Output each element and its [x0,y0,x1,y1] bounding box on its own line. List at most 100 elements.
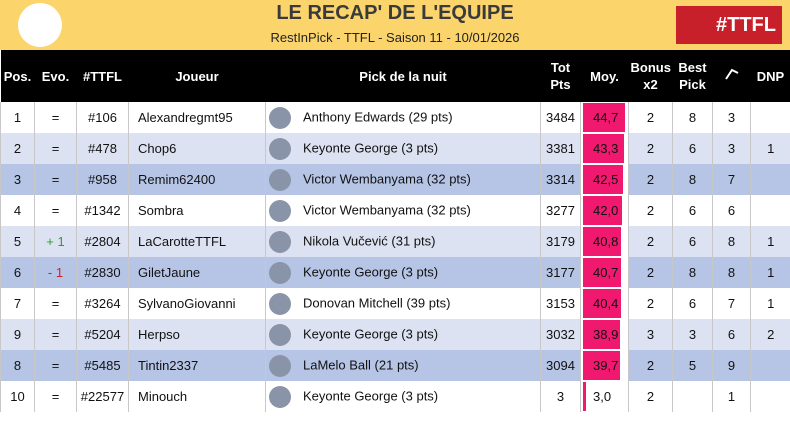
header-icon [712,50,751,102]
average-value: 38,9 [593,327,619,342]
pick-cell: Victor Wembanyama (32 pts) [265,195,541,226]
team-logo [269,199,291,222]
cell: #2804 [76,226,129,257]
average-bar [583,196,623,225]
standings-table: Pos. Evo. #TTFL Joueur Pick de la nuit Tot Pt… [0,50,790,412]
empty-cell [750,381,790,412]
cell: 7 [712,164,751,195]
cell: 1 [750,288,790,319]
table-row: 8 = #5485 Tintin2337 LaMelo Ball (21 pts) 309… [0,350,790,381]
average-cell: 40,4 [580,288,629,319]
average-value: 42,5 [593,172,619,187]
club-logo [18,3,62,47]
average-value: 40,8 [593,234,619,249]
average-bar [583,289,621,318]
cell: GiletJaune [128,257,266,288]
average-bar [583,103,625,132]
cell: 3032 [540,319,581,350]
empty-cell [750,164,790,195]
average-value: 42,0 [593,203,619,218]
table-body: 1 = #106 Alexandregmt95 Anthony Edwards (29 … [0,102,790,412]
average-cell: 40,8 [580,226,629,257]
pick-cell: Nikola Vučević (31 pts) [265,226,541,257]
team-logo [269,106,291,129]
pick-text: Keyonte George (3 pts) [303,325,439,341]
cell: 2 [628,381,673,412]
cell: 8 [672,257,713,288]
cell: 2 [628,288,673,319]
cell: 1 [712,381,751,412]
average-value: 39,7 [593,358,619,373]
cell: #3264 [76,288,129,319]
cell: 8 [0,350,35,381]
cell: LaCarotteTTFL [128,226,266,257]
average-cell: 43,3 [580,133,629,164]
pick-cell: Victor Wembanyama (32 pts) [265,164,541,195]
cell: 3381 [540,133,581,164]
average-value: 3,0 [593,389,612,404]
cell: 5 [672,350,713,381]
column-header: Best Pick [672,50,713,102]
cell: 6 [712,195,751,226]
cell: = [34,381,77,412]
cell: 8 [672,102,713,133]
cell: 2 [628,195,673,226]
cell: #106 [76,102,129,133]
average-cell: 40,7 [580,257,629,288]
cell: 3177 [540,257,581,288]
average-cell: 3,0 [580,381,629,412]
team-logo [269,261,291,284]
pick-cell: Keyonte George (3 pts) [265,257,541,288]
cell: 3 [672,319,713,350]
cell: 6 [672,226,713,257]
column-header: DNP [750,50,790,102]
pick-text: Keyonte George (3 pts) [303,387,439,403]
average-bar [583,320,620,349]
table-row: 2 = #478 Chop6 Keyonte George (3 pts) 3381 43,… [0,133,790,164]
table-row: 4 = #1342 Sombra Victor Wembanyama (32 pts) 3… [0,195,790,226]
pick-text: Victor Wembanyama (32 pts) [303,170,471,186]
cell: 8 [712,257,751,288]
pick-text: Nikola Vučević (31 pts) [303,232,436,248]
cell: 6 [712,319,751,350]
cell: #22577 [76,381,129,412]
cell: SylvanoGiovanni [128,288,266,319]
cell: Minouch [128,381,266,412]
header-row: Pos. Evo. #TTFL Joueur Pick de la nuit Tot Pt… [0,50,790,102]
cell: 6 [672,195,713,226]
cell: = [34,350,77,381]
column-header: #TTFL [76,50,129,102]
column-header: Pos. [0,50,35,102]
pick-text: Keyonte George (3 pts) [303,139,439,155]
cell: 2 [628,164,673,195]
average-value: 40,4 [593,296,619,311]
cell: Chop6 [128,133,266,164]
column-header: Tot Pts [540,50,581,102]
table-row: 1 = #106 Alexandregmt95 Anthony Edwards (29 … [0,102,790,133]
pick-text: LaMelo Ball (21 pts) [303,356,419,372]
cell: #478 [76,133,129,164]
cell: Tintin2337 [128,350,266,381]
team-logo [269,323,291,346]
cell: = [34,319,77,350]
cell: 9 [712,350,751,381]
cell: 4 [0,195,35,226]
column-header: Moy. [580,50,629,102]
cell: - 1 [34,257,77,288]
table-row: 9 = #5204 Herpso Keyonte George (3 pts) 3032 3… [0,319,790,350]
pick-cell: Anthony Edwards (29 pts) [265,102,541,133]
average-cell: 42,0 [580,195,629,226]
cell: 3 [628,319,673,350]
cell: + 1 [34,226,77,257]
cell: 3094 [540,350,581,381]
empty-cell [750,195,790,226]
cell: 3314 [540,164,581,195]
cell: 1 [750,133,790,164]
pick-cell: LaMelo Ball (21 pts) [265,350,541,381]
cell: 1 [750,257,790,288]
average-bar [583,134,624,163]
pick-text: Donovan Mitchell (39 pts) [303,294,451,310]
cell: 6 [672,288,713,319]
column-header: Joueur [128,50,266,102]
cell: Remim62400 [128,164,266,195]
